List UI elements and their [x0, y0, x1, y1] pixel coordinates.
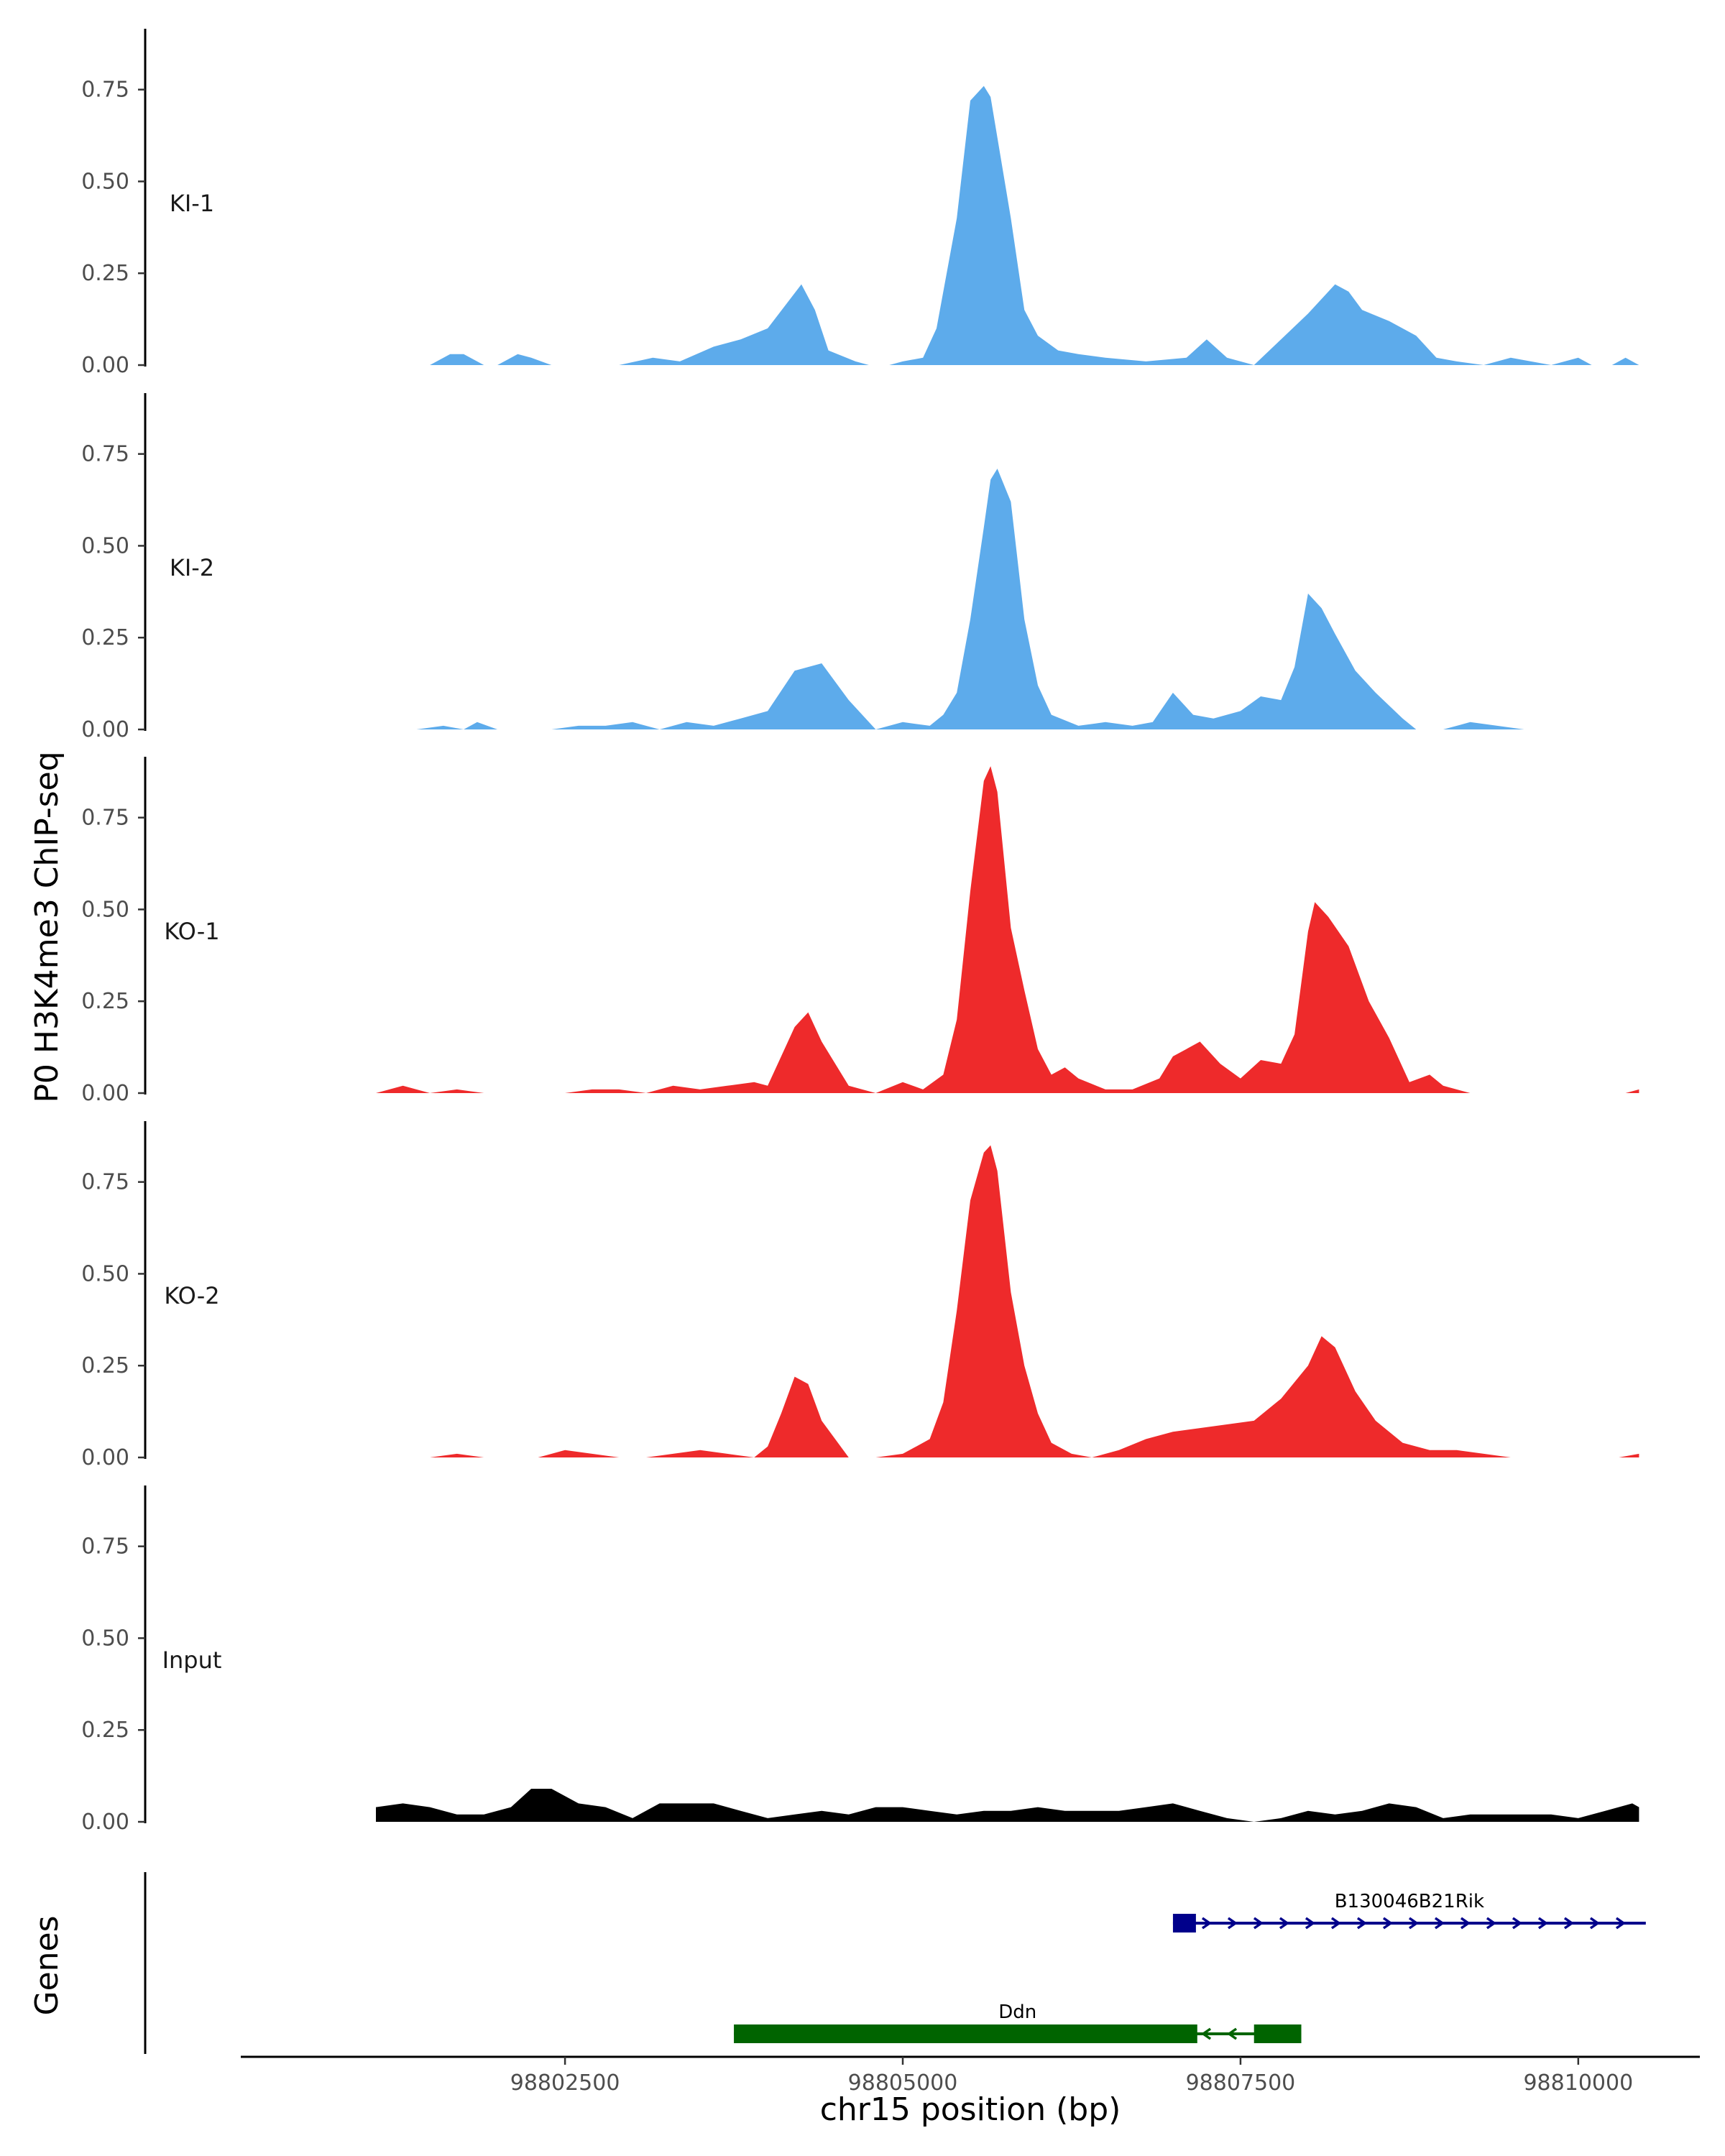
y-tick-label: 0.25 — [81, 989, 129, 1014]
y-tick-label: 0.75 — [81, 1534, 129, 1560]
strand-arrow-icon — [1227, 1917, 1238, 1930]
strand-arrow-icon — [1201, 1917, 1212, 1930]
x-tick-label: 98810000 — [1523, 2070, 1633, 2096]
gene-ddn: Ddn — [734, 2001, 1302, 2043]
gene-exon — [734, 2024, 1197, 2043]
y-tick-label: 0.50 — [81, 897, 129, 922]
track-input: 0.00 0.25 0.50 0.75 Input — [81, 1485, 1639, 1835]
track-label: KO-2 — [164, 1282, 219, 1309]
y-tick-label: 0.00 — [81, 1081, 129, 1106]
strand-arrow-icon — [1589, 1917, 1600, 1930]
y-tick-label: 0.00 — [81, 1445, 129, 1470]
y-tick-label: 0.00 — [81, 717, 129, 742]
gene-name-label: Ddn — [998, 2001, 1036, 2023]
strand-arrow-icon — [1356, 1917, 1367, 1930]
y-tick-label: 0.00 — [81, 353, 129, 378]
y-tick-label: 0.50 — [81, 1261, 129, 1286]
strand-arrow-icon — [1227, 2027, 1238, 2040]
y-tick-label: 0.00 — [81, 1810, 129, 1835]
strand-arrow-icon — [1434, 1917, 1445, 1930]
track-ki-2: 0.00 0.25 0.50 0.75 KI-2 — [81, 393, 1578, 742]
track-label: KI-1 — [170, 190, 214, 217]
strand-arrow-icon — [1563, 1917, 1574, 1930]
track-label: KI-2 — [170, 554, 214, 581]
strand-arrow-icon — [1201, 2027, 1212, 2040]
x-tick-label: 98807500 — [1186, 2070, 1296, 2096]
y-tick-label: 0.50 — [81, 169, 129, 194]
strand-arrow-icon — [1330, 1917, 1341, 1930]
y-tick-label: 0.25 — [81, 1353, 129, 1378]
signal-area-ki-2 — [416, 469, 1578, 729]
x-tick-label: 98802500 — [510, 2070, 620, 2096]
strand-arrow-icon — [1486, 1917, 1496, 1930]
y-tick-label: 0.25 — [81, 261, 129, 286]
strand-arrow-icon — [1279, 1917, 1289, 1930]
x-axis-title: chr15 position (bp) — [820, 2091, 1121, 2128]
gene-exon — [1172, 1914, 1196, 1932]
signal-area-ko-1 — [376, 766, 1639, 1093]
y-tick-label: 0.75 — [81, 442, 129, 467]
signal-area-ko-2 — [430, 1145, 1639, 1457]
strand-arrow-icon — [1537, 1917, 1548, 1930]
track-ko-1: 0.00 0.25 0.50 0.75 KO-1 — [81, 757, 1639, 1106]
strand-arrow-icon — [1615, 1917, 1626, 1930]
track-label: Input — [162, 1646, 222, 1674]
y-tick-label: 0.50 — [81, 1626, 129, 1651]
track-label: KO-1 — [164, 918, 219, 945]
strand-arrow-icon — [1253, 1917, 1264, 1930]
strand-arrow-icon — [1382, 1917, 1393, 1930]
strand-arrow-icon — [1305, 1917, 1315, 1930]
strand-arrow-icon — [1512, 1917, 1522, 1930]
x-tick-label: 98805000 — [848, 2070, 958, 2096]
y-tick-label: 0.75 — [81, 806, 129, 831]
x-axis: 98802500 98805000 98807500 98810000 — [241, 2055, 1700, 2096]
gene-exon — [1254, 2024, 1302, 2043]
signal-area-ki-1 — [430, 86, 1639, 365]
track-ko-2: 0.00 0.25 0.50 0.75 KO-2 — [81, 1121, 1639, 1470]
y-tick-label: 0.75 — [81, 78, 129, 103]
signal-area-input — [376, 1789, 1639, 1822]
genes-panel: B130046B21Rik Ddn — [144, 1872, 1646, 2054]
strand-arrow-icon — [1460, 1917, 1471, 1930]
y-tick-label: 0.75 — [81, 1170, 129, 1195]
y-tick-label: 0.50 — [81, 533, 129, 558]
y-axis-title: P0 H3K4me3 ChIP-seq — [29, 751, 65, 1102]
strand-arrow-icon — [1408, 1917, 1419, 1930]
gene-name-label: B130046B21Rik — [1335, 1891, 1484, 1912]
y-tick-label: 0.25 — [81, 1718, 129, 1743]
gene-b130046b21rik: B130046B21Rik — [1172, 1891, 1646, 1932]
track-ki-1: 0.00 0.25 0.50 0.75 KI-1 — [81, 29, 1639, 378]
track-panels: 0.00 0.25 0.50 0.75 KI-1 0.00 0.25 0.50 0.75 KI-2… — [81, 29, 1639, 1835]
genes-panel-label: Genes — [29, 1915, 65, 2015]
y-tick-label: 0.25 — [81, 625, 129, 650]
